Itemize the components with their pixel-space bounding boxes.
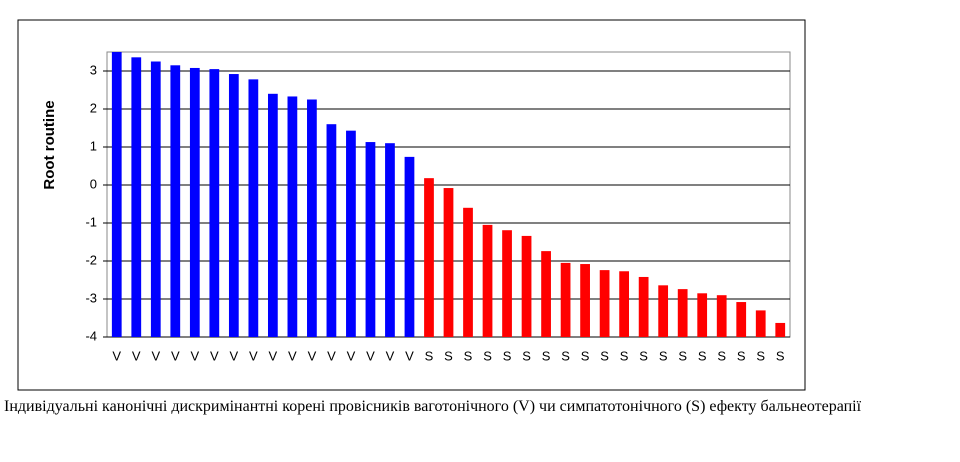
bar: [521, 235, 532, 337]
bar: [463, 207, 473, 337]
x-tick-label: V: [366, 348, 375, 363]
bar: [716, 295, 727, 337]
x-tick-label: S: [503, 348, 512, 363]
bar: [287, 96, 298, 338]
bar: [385, 143, 395, 337]
x-tick-label: S: [425, 348, 434, 363]
x-tick-label: V: [347, 348, 356, 363]
bar: [541, 251, 551, 337]
bar: [404, 156, 415, 337]
bar: [755, 310, 766, 337]
x-tick-label: V: [151, 348, 160, 363]
x-tick-label: V: [210, 348, 219, 363]
bar: [736, 302, 747, 337]
x-tick-label: V: [230, 348, 239, 363]
x-tick-label: V: [112, 348, 121, 363]
x-tick-label: S: [717, 348, 726, 363]
x-tick-label: V: [288, 348, 297, 363]
bar: [677, 289, 688, 337]
bar: [482, 224, 493, 337]
chart-frame: [17, 19, 806, 391]
x-tick-label: S: [483, 348, 492, 363]
y-tick-label: 3: [90, 62, 97, 77]
x-tick-label: S: [522, 348, 531, 363]
x-tick-label: S: [581, 348, 590, 363]
x-tick-label: V: [132, 348, 141, 363]
bar: [307, 99, 317, 337]
bar: [443, 188, 454, 337]
bar: [209, 69, 220, 337]
x-tick-label: S: [620, 348, 629, 363]
bar: [619, 271, 630, 337]
y-tick-label: -3: [85, 290, 97, 305]
caption: Індивідуальні канонічні дискримінантні к…: [4, 398, 862, 415]
x-tick-label: V: [171, 348, 180, 363]
bar: [365, 142, 376, 337]
x-tick-label: S: [464, 348, 473, 363]
y-tick-label: -1: [85, 214, 97, 229]
x-tick-label: V: [190, 348, 199, 363]
bar: [189, 67, 200, 338]
x-tick-label: S: [659, 348, 668, 363]
x-tick-label: S: [561, 348, 570, 363]
bar: [326, 124, 337, 337]
x-tick-label: V: [327, 348, 336, 363]
x-tick-label: S: [600, 348, 609, 363]
bar: [150, 61, 161, 337]
bar: [424, 178, 434, 337]
x-tick-label: S: [542, 348, 551, 363]
bar: [170, 65, 181, 338]
bar: [267, 93, 278, 337]
x-tick-label: S: [444, 348, 453, 363]
x-tick-label: S: [698, 348, 707, 363]
x-tick-label: S: [639, 348, 648, 363]
x-tick-label: V: [405, 348, 414, 363]
y-axis-label: Root routine: [41, 100, 58, 189]
bar: [111, 52, 122, 337]
bar: [502, 230, 512, 337]
y-tick-label: -4: [85, 328, 97, 343]
bar: [131, 57, 142, 337]
bar: [599, 270, 610, 337]
y-tick-label: 2: [90, 100, 97, 115]
x-tick-label: S: [737, 348, 746, 363]
x-tick-label: S: [776, 348, 785, 363]
x-tick-label: V: [308, 348, 317, 363]
x-tick-label: S: [756, 348, 765, 363]
x-tick-label: V: [386, 348, 395, 363]
y-tick-label: 0: [90, 176, 97, 191]
bar: [580, 264, 590, 337]
y-tick-label: -2: [85, 252, 97, 267]
bar: [346, 130, 356, 337]
bar: [560, 262, 571, 337]
x-tick-label: V: [269, 348, 278, 363]
bar: [228, 74, 239, 337]
bar: [697, 293, 708, 337]
x-tick-label: V: [249, 348, 258, 363]
bar: [248, 79, 259, 338]
bar: [638, 276, 649, 337]
x-tick-label: S: [678, 348, 687, 363]
y-tick-label: 1: [90, 138, 97, 153]
bar: [775, 322, 786, 337]
bar: [658, 285, 669, 337]
